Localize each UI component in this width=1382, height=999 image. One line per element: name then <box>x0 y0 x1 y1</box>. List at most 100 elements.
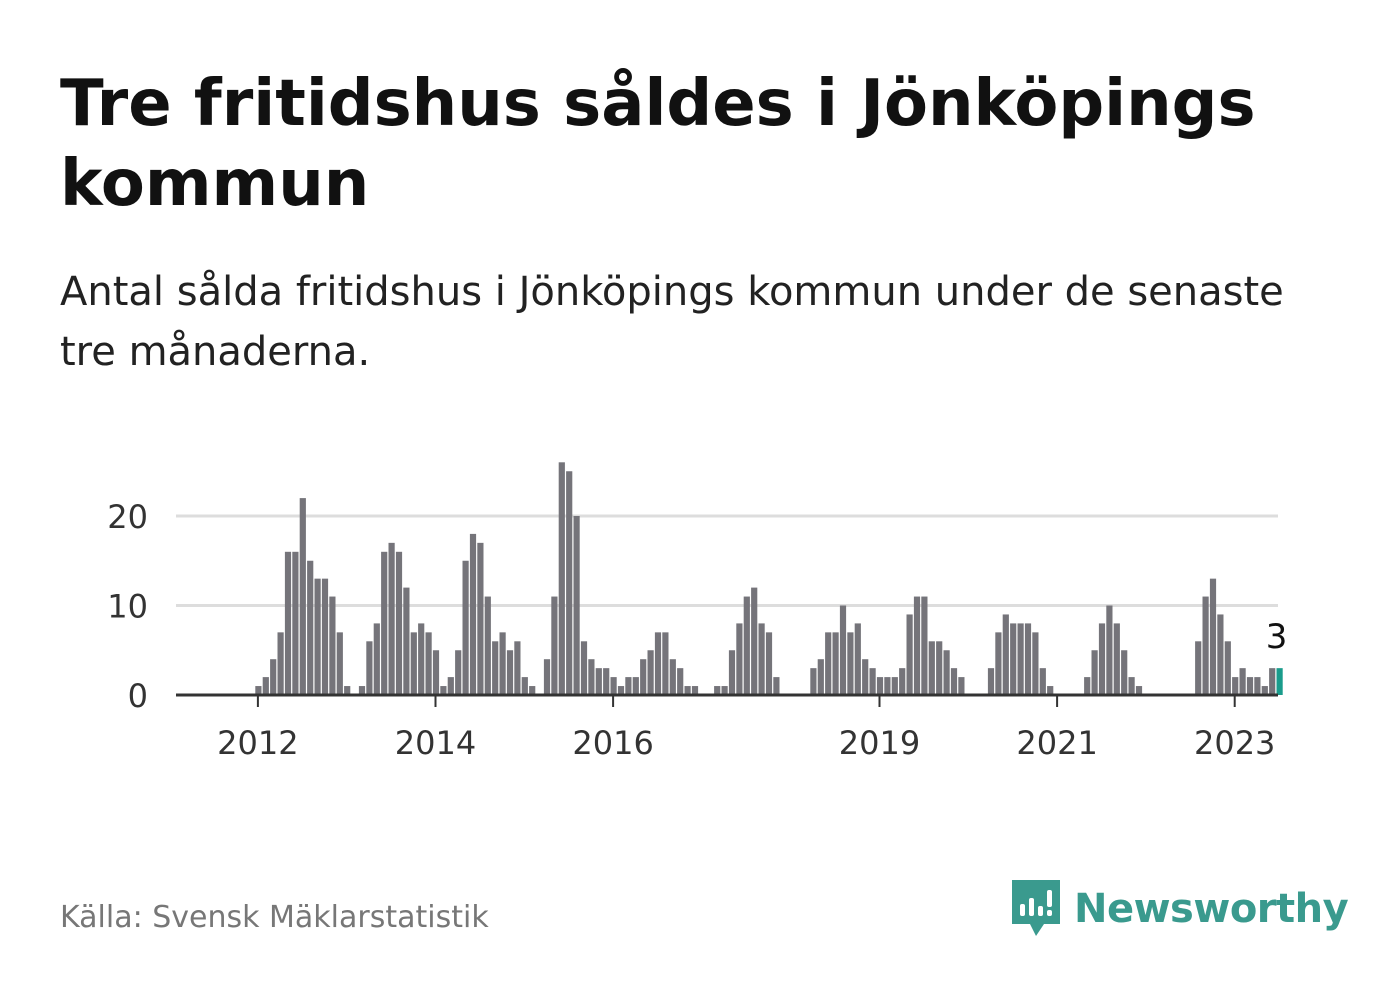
x-tick-label: 2019 <box>839 724 920 762</box>
bar <box>617 686 625 695</box>
bar <box>595 668 602 695</box>
bar <box>1047 686 1054 695</box>
bar <box>440 686 447 695</box>
bar <box>580 641 588 695</box>
bar <box>1232 677 1239 695</box>
bar <box>891 677 898 695</box>
bar <box>728 650 736 695</box>
bar <box>381 551 388 695</box>
bar <box>403 587 410 695</box>
bar <box>662 632 669 695</box>
grid-lines <box>176 514 1278 607</box>
bar <box>825 632 832 695</box>
bar <box>1002 614 1009 695</box>
bar <box>913 596 921 695</box>
bar <box>603 668 610 695</box>
bar <box>551 596 558 695</box>
bar <box>810 668 817 695</box>
bar <box>758 623 765 695</box>
bar <box>366 641 373 695</box>
bar <box>455 650 462 695</box>
y-tick-label: 20 <box>107 498 148 536</box>
bar <box>632 677 639 695</box>
bar <box>1091 650 1098 695</box>
bar <box>921 596 928 695</box>
bar-chart: 0 10 20 2012 2014 2016 2019 2021 2023 3 <box>107 462 1287 762</box>
bar <box>640 659 647 695</box>
brand-logo[interactable]: Newsworthy <box>1010 878 1349 940</box>
bar <box>1246 677 1254 695</box>
bar <box>255 686 262 695</box>
bar <box>329 596 336 695</box>
bar <box>462 560 469 695</box>
bar <box>832 632 839 695</box>
bar <box>336 632 343 695</box>
bar <box>647 650 654 695</box>
bar <box>499 632 506 695</box>
bar <box>566 471 573 695</box>
bar <box>950 668 958 695</box>
bar <box>1113 623 1120 695</box>
bar <box>262 677 269 695</box>
bar <box>395 551 403 695</box>
bar <box>1195 641 1202 695</box>
bar <box>307 560 314 695</box>
bar <box>447 677 454 695</box>
bar <box>847 632 854 695</box>
bar <box>477 542 484 695</box>
bar <box>884 677 891 695</box>
x-tick-label: 2023 <box>1194 724 1275 762</box>
bar <box>388 542 395 695</box>
bar <box>714 686 721 695</box>
bar <box>344 686 351 695</box>
bar <box>418 623 425 695</box>
bar <box>1098 623 1106 695</box>
bar <box>484 596 491 695</box>
bar <box>958 677 965 695</box>
bar <box>1084 677 1091 695</box>
bar <box>1010 623 1017 695</box>
bar <box>1261 686 1268 695</box>
bar <box>899 668 906 695</box>
bar <box>936 641 943 695</box>
bar <box>817 659 824 695</box>
bar <box>529 686 536 695</box>
bar <box>321 578 329 695</box>
bar <box>543 659 551 695</box>
bar <box>506 650 514 695</box>
bar <box>677 668 684 695</box>
labels: 0 10 20 2012 2014 2016 2019 2021 2023 3 <box>107 498 1287 762</box>
bar <box>410 632 417 695</box>
x-tick-label: 2016 <box>572 724 653 762</box>
bar <box>928 641 935 695</box>
bar <box>270 659 277 695</box>
x-tick-label: 2014 <box>395 724 476 762</box>
bar <box>610 677 617 695</box>
chart-title: Tre fritidshus såldes i Jönköpings kommu… <box>60 67 1256 221</box>
bar <box>691 686 699 695</box>
bar <box>943 650 950 695</box>
bar <box>1121 650 1128 695</box>
highlight-data-label: 3 <box>1266 617 1288 657</box>
bar <box>721 686 728 695</box>
bar <box>588 659 595 695</box>
bar <box>876 677 884 695</box>
bar <box>1254 677 1261 695</box>
bar <box>1106 605 1113 695</box>
bar <box>1217 614 1224 695</box>
x-tick-label: 2012 <box>217 724 298 762</box>
bar <box>1135 686 1143 695</box>
bar <box>1269 668 1276 695</box>
bar <box>839 605 847 695</box>
bar <box>469 533 477 695</box>
bar <box>751 587 758 695</box>
bar <box>558 462 565 695</box>
bar <box>432 650 440 695</box>
bar <box>314 578 321 695</box>
bar <box>514 641 521 695</box>
bar <box>869 668 876 695</box>
bar <box>862 659 869 695</box>
bar <box>358 686 366 695</box>
bar <box>1202 596 1209 695</box>
source-note: Källa: Svensk Mäklarstatistik <box>60 900 489 935</box>
